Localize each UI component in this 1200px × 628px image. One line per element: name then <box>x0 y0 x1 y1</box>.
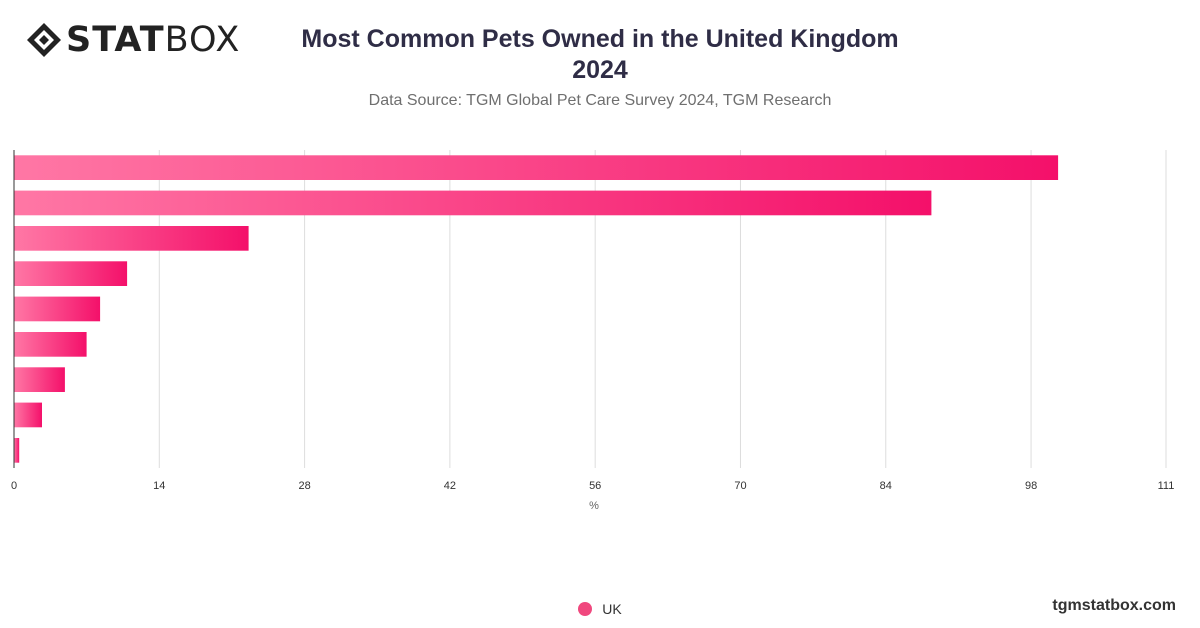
chart-subtitle: Data Source: TGM Global Pet Care Survey … <box>368 92 832 109</box>
bar-chart: 0 14 28 42 56 70 84 98 111 % <box>11 150 1175 512</box>
x-tick-label: 111 <box>1158 480 1175 492</box>
x-tick-label: 14 <box>153 480 165 492</box>
logo-text-bold: STAT <box>66 20 165 60</box>
bar-8[interactable] <box>14 402 42 428</box>
bar-7[interactable] <box>14 367 65 392</box>
bar-5[interactable] <box>14 296 101 322</box>
x-tick-label: 0 <box>11 480 17 492</box>
x-tick-label: 28 <box>298 480 310 492</box>
bar-1[interactable] <box>14 155 1059 180</box>
x-tick-label: 98 <box>1025 480 1037 492</box>
legend-marker-uk <box>578 602 593 616</box>
legend[interactable]: UK <box>0 601 1200 617</box>
statbox-diamond-icon <box>27 23 61 57</box>
logo-text-light: BOX <box>164 20 241 60</box>
chart-title: Most Common Pets Owned in the United Kin… <box>0 24 1200 86</box>
bar-3[interactable] <box>14 226 249 251</box>
legend-label-uk: UK <box>602 601 622 617</box>
bar-2[interactable] <box>14 190 932 216</box>
x-tick-label: 42 <box>444 480 456 492</box>
bar-4[interactable] <box>14 261 128 286</box>
x-tick-label: 56 <box>589 480 601 492</box>
bar-6[interactable] <box>14 332 87 357</box>
x-axis-label: % <box>589 500 599 512</box>
statbox-logo: STATBOX <box>26 22 240 58</box>
x-tick-label: 70 <box>734 480 746 492</box>
chart-title-line2: 2024 <box>572 56 628 84</box>
chart-title-line1: Most Common Pets Owned in the United Kin… <box>301 25 899 53</box>
logo-text: STATBOX <box>66 22 240 58</box>
x-tick-label: 84 <box>880 480 892 492</box>
bar-9[interactable] <box>14 438 20 463</box>
watermark: tgmstatbox.com <box>1052 597 1176 614</box>
